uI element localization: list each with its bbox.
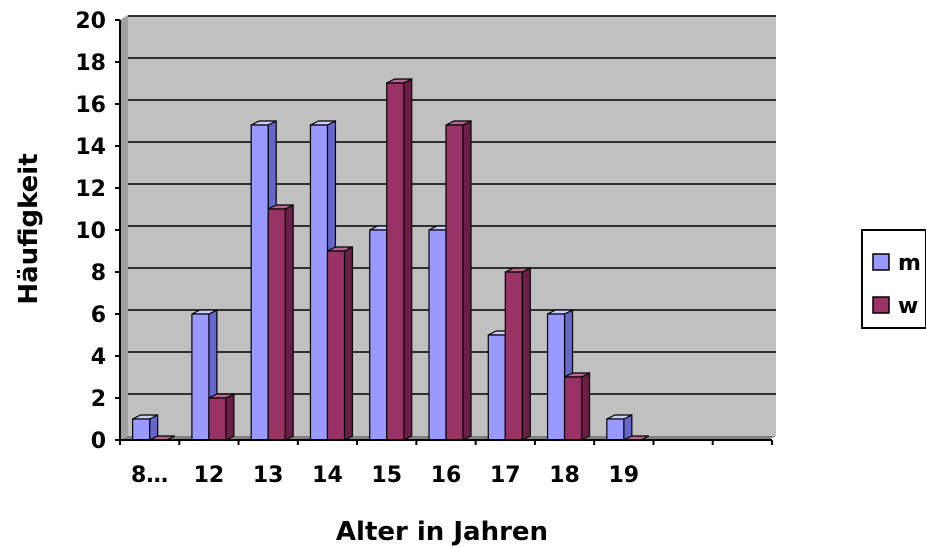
bar-front — [504, 271, 523, 441]
bar-front — [546, 313, 566, 441]
y-tick-label: 2 — [91, 387, 106, 412]
bar — [326, 246, 354, 441]
bar-front — [250, 124, 269, 441]
x-axis-title: Alter in Jahren — [336, 517, 548, 547]
x-tick-label: 17 — [490, 463, 521, 488]
y-tick-label: 10 — [75, 219, 106, 244]
y-tick-label: 18 — [75, 51, 106, 76]
bar — [504, 267, 531, 441]
x-tick-label: 19 — [609, 463, 640, 488]
plot-side-wall — [120, 15, 128, 440]
x-tick-label: 12 — [194, 463, 225, 488]
legend-swatch-w — [872, 296, 890, 314]
y-tick-label: 16 — [75, 93, 106, 118]
x-tick-label: 8… — [131, 463, 168, 488]
bar — [132, 414, 159, 441]
bar — [606, 414, 633, 441]
bar — [267, 204, 294, 441]
bar — [445, 120, 472, 441]
x-tick-label: 16 — [431, 463, 462, 488]
legend: m w — [861, 229, 926, 329]
bar-front — [487, 334, 506, 441]
bar-side — [284, 204, 294, 441]
bar-front — [208, 397, 227, 441]
x-tick-label: 14 — [312, 463, 343, 488]
bar — [386, 78, 413, 441]
x-tick-label: 18 — [549, 463, 580, 488]
bar — [208, 393, 235, 441]
x-tick-label: 13 — [253, 463, 284, 488]
bar-front — [563, 376, 583, 441]
bar-side — [403, 78, 413, 441]
bar-front — [428, 229, 447, 441]
y-tick-label: 20 — [75, 9, 106, 34]
x-ticks: 8… 12 13 14 15 16 17 18 19 — [119, 440, 773, 488]
y-tick-label: 12 — [75, 177, 106, 202]
bar-front — [369, 229, 388, 441]
x-tick-label: 15 — [371, 463, 402, 488]
bar-front — [326, 250, 346, 441]
bar-side — [521, 267, 531, 441]
bar-side — [462, 120, 472, 441]
y-tick-label: 6 — [91, 303, 106, 328]
y-tick-label: 8 — [91, 261, 106, 286]
bar-front — [309, 124, 329, 441]
y-ticks: 0 2 4 6 8 10 12 14 16 18 20 — [75, 9, 120, 454]
bars — [132, 78, 650, 441]
bar-front — [386, 82, 405, 441]
bar-front — [606, 418, 625, 441]
bar-front — [267, 208, 286, 441]
bar-front — [445, 124, 464, 441]
bar-side — [580, 372, 591, 441]
bar-side — [225, 393, 235, 441]
legend-swatch-m — [872, 253, 890, 271]
y-tick-label: 0 — [91, 429, 106, 454]
y-axis-title: Häufigkeit — [14, 153, 44, 304]
bar-front — [191, 313, 210, 441]
legend-label-w: w — [898, 294, 918, 319]
bar-side — [343, 246, 354, 441]
y-tick-label: 14 — [75, 135, 106, 160]
bar — [563, 372, 591, 441]
legend-label-m: m — [898, 251, 921, 276]
bar-front — [132, 418, 151, 441]
y-tick-label: 4 — [91, 345, 106, 370]
